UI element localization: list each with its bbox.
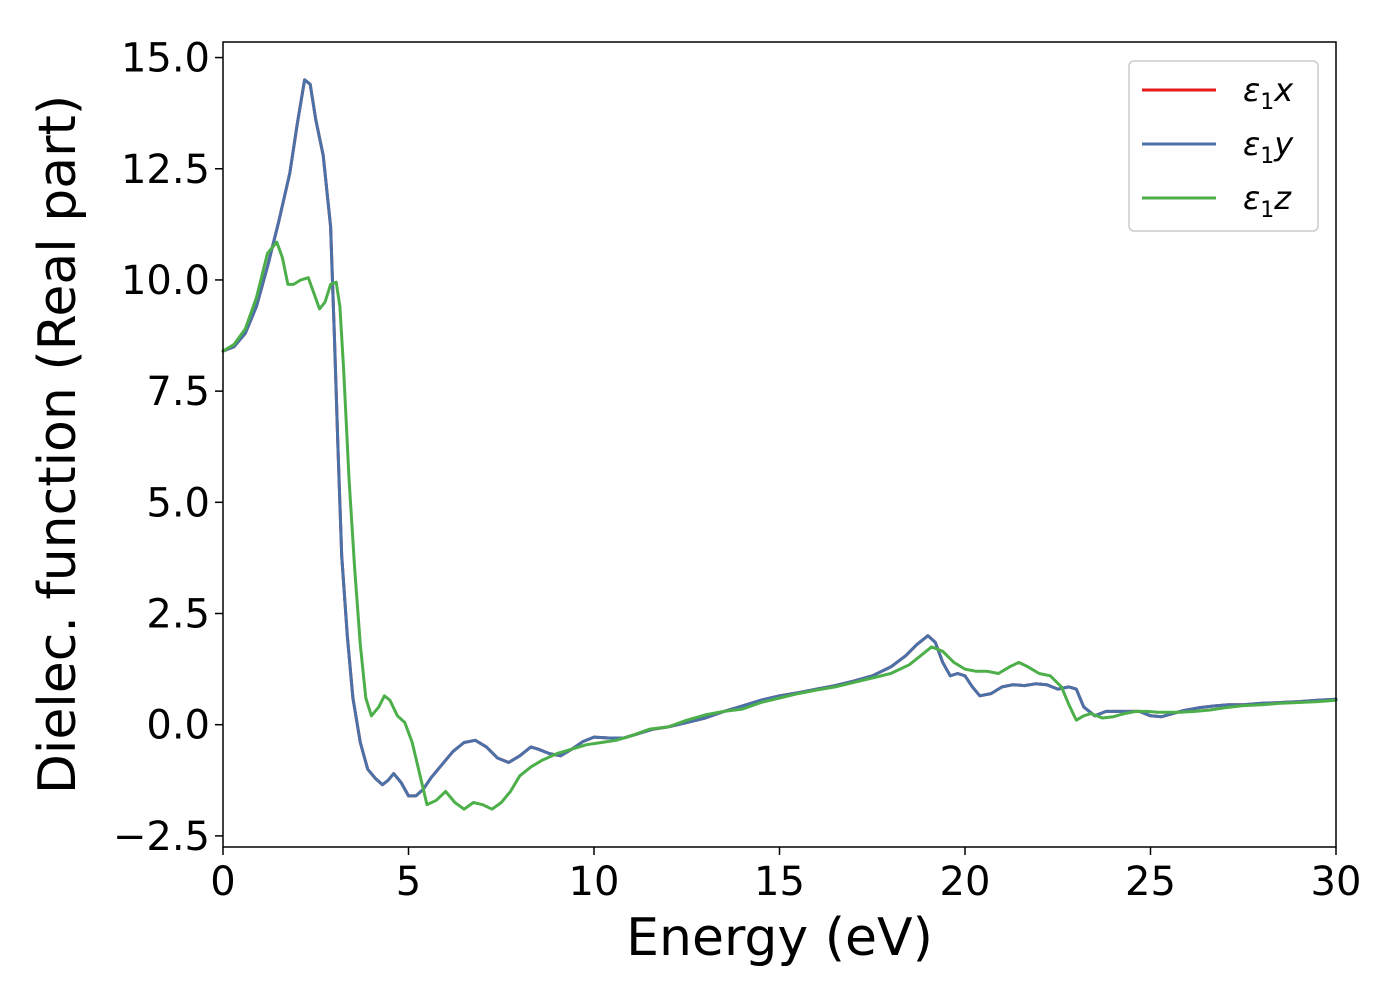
y-tick-label: 7.5 <box>146 369 210 415</box>
y-axis-label: Dielec. function (Real part) <box>28 95 88 794</box>
y-tick-label: 0.0 <box>146 703 210 749</box>
x-tick-label: 30 <box>1311 859 1362 905</box>
legend-label-z: ε1z <box>1243 179 1292 223</box>
legend: ε1x ε1y ε1z <box>1128 60 1319 232</box>
series-layer <box>221 78 1338 811</box>
x-tick-label: 0 <box>210 859 235 905</box>
y-tick-label: 15.0 <box>121 36 210 82</box>
series-line-z <box>221 240 1338 811</box>
x-tick-label: 20 <box>940 859 991 905</box>
y-tick-label: 12.5 <box>121 147 210 193</box>
x-tick-label: 25 <box>1125 859 1176 905</box>
y-axis: −2.5 0.0 2.5 5.0 7.5 10.0 12.5 15.0 <box>113 36 223 860</box>
y-tick-label: 5.0 <box>146 480 210 526</box>
x-tick-label: 5 <box>396 859 421 905</box>
y-tick-label: 10.0 <box>121 258 210 304</box>
legend-box <box>1128 60 1319 232</box>
x-axis-label: Energy (eV) <box>626 908 933 968</box>
x-tick-label: 15 <box>754 859 805 905</box>
legend-label-x: ε1x <box>1243 71 1294 115</box>
x-axis: 0 5 10 15 20 25 30 <box>210 847 1361 905</box>
legend-label-y: ε1y <box>1243 125 1294 169</box>
series-line-y <box>221 78 1338 798</box>
legend-entries: ε1x ε1y ε1z <box>1142 71 1294 223</box>
y-tick-label: −2.5 <box>113 814 210 860</box>
y-tick-label: 2.5 <box>146 592 210 638</box>
x-tick-label: 10 <box>569 859 620 905</box>
